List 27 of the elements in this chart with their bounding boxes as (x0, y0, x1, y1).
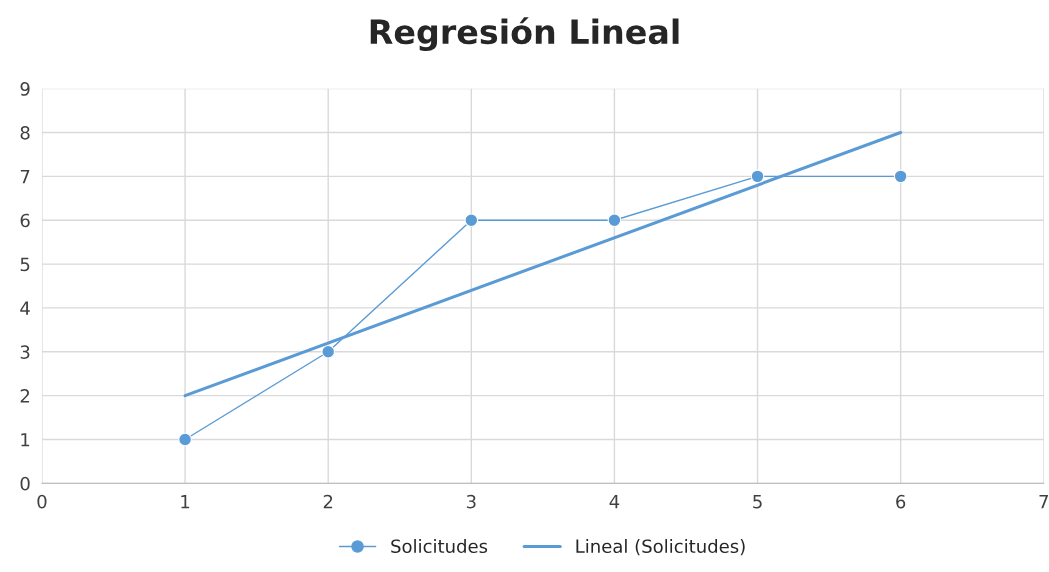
chart-title: Regresión Lineal (370, 17, 679, 52)
y-tick-label: 7 (20, 170, 30, 184)
y-tick-label: 0 (20, 476, 30, 491)
point (893, 169, 908, 184)
x-tick-label: 0 (37, 494, 47, 509)
point (750, 169, 765, 184)
y-tick-label: 4 (20, 301, 30, 315)
point (607, 213, 622, 227)
y-tick-label: 1 (21, 433, 30, 447)
y-tick-label: 5 (20, 257, 30, 272)
legend-label: Lineal (Solicitudes) (576, 539, 745, 556)
x-tick-label: 1 (181, 495, 190, 509)
point (464, 213, 479, 227)
x-tick-label: 7 (1039, 495, 1048, 509)
y-tick-label: 3 (20, 345, 30, 359)
x-tick-label: 6 (896, 494, 906, 509)
y-tick-label: 9 (20, 82, 30, 96)
x-tick-label: 4 (609, 495, 620, 509)
legend-label: Solicitudes (391, 539, 488, 554)
point (178, 432, 192, 447)
x-tick-label: 5 (753, 495, 762, 509)
y-tick-label: 2 (20, 389, 30, 403)
x-tick-label: 3 (466, 494, 476, 509)
x-tick-label: 2 (323, 494, 333, 509)
point (321, 345, 335, 359)
y-tick-label: 8 (20, 125, 30, 140)
y-tick-label: 6 (20, 213, 30, 228)
